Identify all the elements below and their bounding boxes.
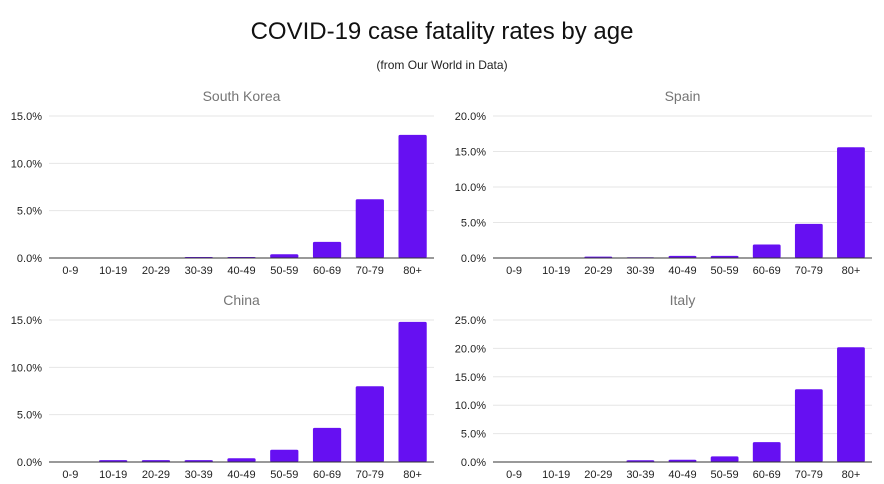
bar-60-69 [312, 427, 342, 462]
bar-40-49 [668, 459, 697, 462]
y-tick-label: 0.0% [17, 457, 42, 469]
y-tick-label: 10.0% [11, 158, 42, 170]
y-tick-label: 15.0% [11, 315, 42, 327]
chart-panel-italy: Italy 0.0% 5.0% 10.0% 15.0% 20.0% 25.0% 0-9 10-1… [455, 292, 872, 481]
y-tick-label: 20.0% [455, 111, 486, 123]
x-tick-label: 60-69 [753, 265, 781, 277]
bar-40-49 [227, 458, 256, 462]
x-tick-label: 50-59 [711, 265, 739, 277]
bar-80plus [398, 321, 427, 462]
x-tick-label: 80+ [403, 265, 422, 277]
y-tick-label: 5.0% [17, 410, 42, 422]
x-tick-label: 30-39 [185, 265, 213, 277]
bar-70-79 [794, 389, 823, 462]
bar-80plus [837, 347, 865, 462]
bar-80plus [398, 134, 427, 258]
x-tick-label: 0-9 [506, 265, 522, 277]
x-tick-label: 30-39 [626, 469, 654, 481]
y-tick-label: 5.0% [461, 218, 486, 230]
bar-50-59 [710, 255, 739, 258]
panel-title: South Korea [203, 88, 281, 104]
x-tick-label: 40-49 [668, 469, 696, 481]
y-tick-label: 15.0% [455, 147, 486, 159]
chart-panel-spain: Spain 0.0% 5.0% 10.0% 15.0% 20.0% 0-9 10-19 20-2… [455, 88, 872, 277]
y-tick-label: 25.0% [455, 315, 486, 327]
bar-50-59 [270, 254, 299, 258]
x-tick-label: 20-29 [584, 265, 612, 277]
bar-70-79 [355, 199, 384, 258]
x-tick-label: 40-49 [227, 469, 255, 481]
x-tick-label: 70-79 [356, 265, 384, 277]
page-subtitle: (from Our World in Data) [376, 58, 508, 72]
page-title: COVID-19 case fatality rates by age [250, 18, 634, 45]
x-tick-label: 20-29 [142, 265, 170, 277]
x-tick-label: 60-69 [313, 469, 341, 481]
x-tick-label: 80+ [403, 469, 422, 481]
x-tick-label: 80+ [842, 265, 861, 277]
panel-title: Italy [670, 292, 696, 308]
x-tick-label: 0-9 [62, 265, 78, 277]
x-tick-label: 10-19 [99, 469, 127, 481]
bar-70-79 [355, 386, 384, 462]
x-tick-label: 70-79 [795, 469, 823, 481]
y-tick-label: 0.0% [17, 253, 42, 265]
y-tick-label: 5.0% [17, 206, 42, 218]
y-tick-label: 5.0% [461, 429, 486, 441]
y-tick-label: 10.0% [455, 182, 486, 194]
bar-40-49 [668, 255, 697, 258]
x-tick-label: 40-49 [668, 265, 696, 277]
x-tick-label: 50-59 [270, 265, 298, 277]
chart-panel-china: China 0.0% 5.0% 10.0% 15.0% 0-9 10-19 20-29 30-3… [11, 292, 434, 481]
bar-50-59 [710, 456, 739, 462]
x-tick-label: 20-29 [584, 469, 612, 481]
x-tick-label: 0-9 [506, 469, 522, 481]
y-tick-label: 0.0% [461, 457, 486, 469]
bar-50-59 [270, 449, 299, 462]
x-tick-label: 10-19 [542, 265, 570, 277]
y-tick-label: 10.0% [455, 400, 486, 412]
x-tick-label: 20-29 [142, 469, 170, 481]
x-tick-label: 60-69 [753, 469, 781, 481]
y-tick-label: 15.0% [455, 372, 486, 384]
chart-panel-south-korea: South Korea 0.0% 5.0% 10.0% 15.0% 0-9 10-19 20-… [11, 88, 434, 277]
x-tick-label: 40-49 [227, 265, 255, 277]
y-tick-label: 20.0% [455, 343, 486, 355]
bar-80plus [837, 147, 865, 258]
x-tick-label: 70-79 [356, 469, 384, 481]
y-tick-label: 10.0% [11, 362, 42, 374]
bar-60-69 [312, 241, 342, 258]
x-tick-label: 10-19 [542, 469, 570, 481]
y-tick-label: 0.0% [461, 253, 486, 265]
y-tick-label: 15.0% [11, 111, 42, 123]
x-tick-label: 70-79 [795, 265, 823, 277]
panel-title: China [223, 292, 260, 308]
x-tick-label: 30-39 [185, 469, 213, 481]
x-tick-label: 30-39 [626, 265, 654, 277]
panel-title: Spain [665, 88, 701, 104]
x-tick-label: 60-69 [313, 265, 341, 277]
x-tick-label: 50-59 [711, 469, 739, 481]
x-tick-label: 10-19 [99, 265, 127, 277]
x-tick-label: 0-9 [62, 469, 78, 481]
x-tick-label: 50-59 [270, 469, 298, 481]
bar-70-79 [794, 223, 823, 258]
bar-60-69 [752, 244, 781, 258]
x-tick-label: 80+ [842, 469, 861, 481]
bar-60-69 [752, 442, 781, 462]
